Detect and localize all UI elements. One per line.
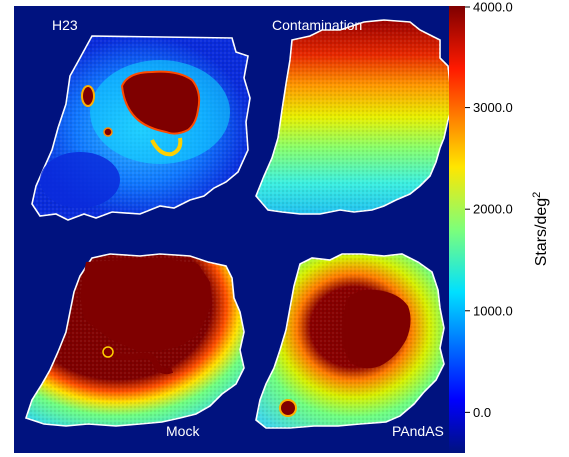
h23-outer-sparse (40, 152, 120, 208)
mock-tail (102, 347, 174, 375)
panel-label-contamination: Contamination (272, 17, 362, 33)
panel-label-pandas: PAndAS (392, 423, 444, 439)
colorbar-tick-label: 0.0 (473, 405, 491, 420)
panel-pandas: PAndAS (255, 253, 445, 439)
h23-small-source (103, 127, 113, 137)
h23-left-clump (81, 85, 95, 107)
panel-h23: H23 (31, 17, 251, 221)
colorbar: 4000.0 3000.0 2000.0 1000.0 0.0 Stars/deg2 (449, 0, 550, 453)
h23-tail (150, 137, 183, 157)
pandas-compact-source (279, 399, 297, 417)
mock-core (80, 258, 212, 352)
colorbar-ticks: 4000.0 3000.0 2000.0 1000.0 0.0 (465, 0, 513, 420)
colorbar-tick-label: 4000.0 (473, 0, 513, 15)
colorbar-label: Stars/deg2 (531, 192, 550, 267)
panel-label-h23: H23 (52, 17, 78, 33)
colorbar-label-exponent: 2 (531, 192, 543, 198)
colorbar-tick-label: 2000.0 (473, 202, 513, 217)
colorbar-gradient (449, 6, 465, 453)
h23-core (120, 70, 201, 135)
pandas-core (341, 289, 411, 369)
panel-contamination: Contamination (255, 17, 455, 215)
panel-label-mock: Mock (166, 423, 200, 439)
colorbar-tick-label: 1000.0 (473, 303, 513, 318)
panel-mock: Mock (24, 253, 245, 439)
mock-clump (102, 346, 114, 358)
colorbar-tick-label: 3000.0 (473, 100, 513, 115)
